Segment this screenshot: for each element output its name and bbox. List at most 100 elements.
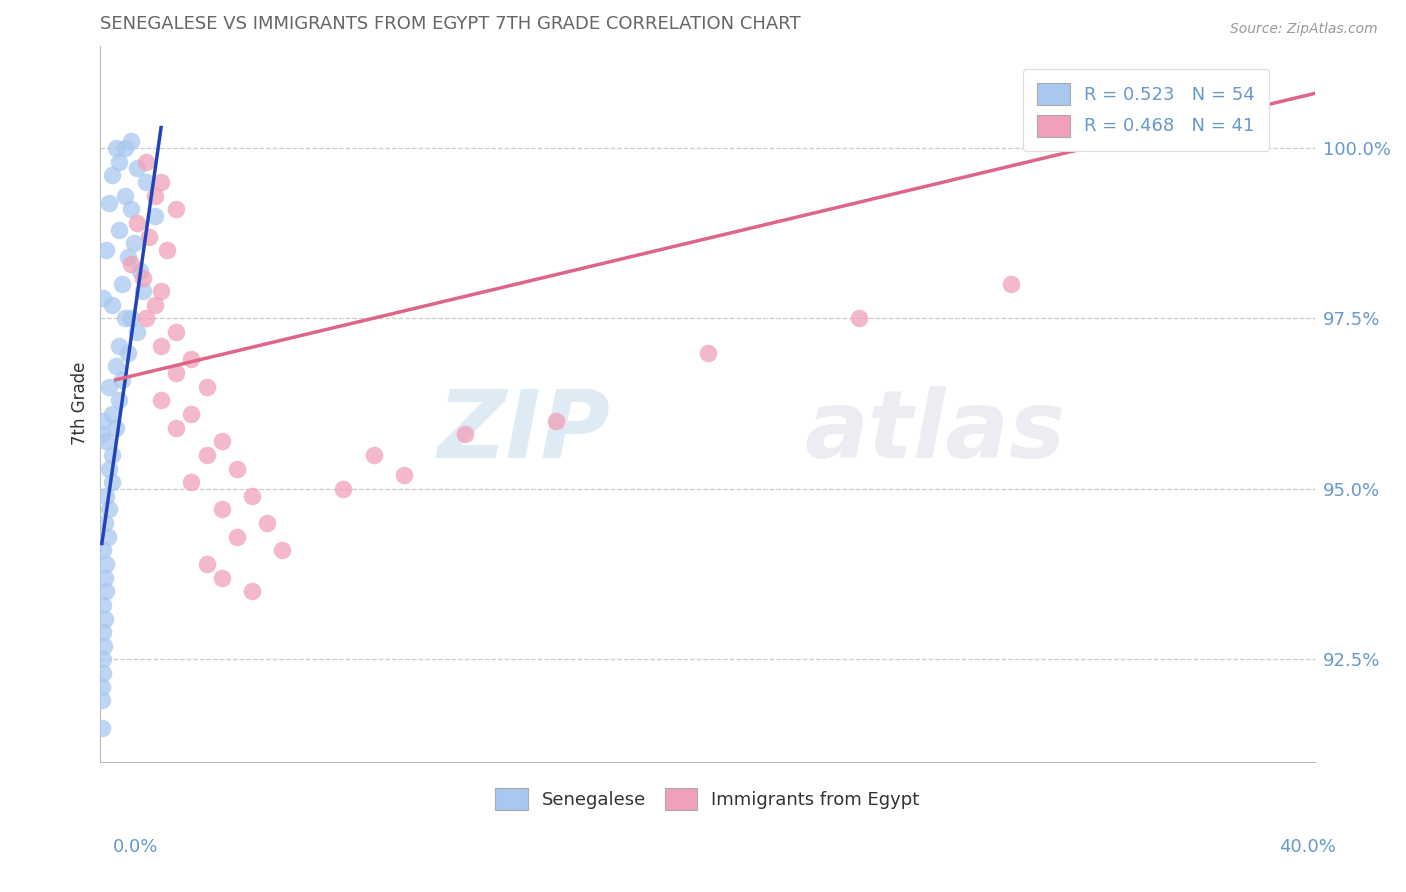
Point (132, 284, 155, 298)
Point (114, 141, 136, 155)
Point (165, 366, 187, 380)
Point (1000, 277, 1022, 292)
Legend: Senegalese, Immigrants from Egypt: Senegalese, Immigrants from Egypt (488, 780, 927, 817)
Point (150, 393, 173, 408)
Point (1212, 120, 1234, 135)
Point (93, 598, 115, 612)
Point (110, 277, 132, 292)
Point (110, 373, 132, 387)
Point (156, 244, 179, 258)
Point (143, 188, 166, 202)
Point (135, 175, 157, 189)
Point (91, 666, 114, 681)
Point (211, 434, 233, 449)
Point (125, 161, 148, 176)
Point (120, 311, 142, 326)
Point (101, 475, 124, 490)
Point (165, 325, 187, 339)
Point (93, 291, 115, 305)
Point (98, 195, 121, 210)
Point (98, 461, 121, 475)
Point (226, 461, 249, 475)
Point (97, 530, 120, 544)
Point (135, 311, 157, 326)
Point (90, 427, 112, 442)
Point (94, 611, 117, 625)
Point (180, 352, 202, 367)
Point (114, 188, 136, 202)
Text: 0.0%: 0.0% (112, 838, 157, 856)
Point (120, 257, 142, 271)
Point (96, 434, 118, 449)
Point (195, 448, 218, 462)
Point (128, 264, 150, 278)
Point (101, 298, 124, 312)
Point (96, 557, 118, 571)
Point (240, 584, 263, 599)
Point (117, 250, 139, 264)
Point (96, 584, 118, 599)
Y-axis label: 7th Grade: 7th Grade (72, 362, 89, 445)
Point (150, 339, 173, 353)
Point (93, 639, 115, 653)
Point (104, 420, 127, 434)
Point (696, 345, 718, 359)
Point (226, 530, 249, 544)
Point (90, 721, 112, 735)
Point (98, 379, 121, 393)
Point (122, 236, 145, 251)
Point (165, 202, 187, 217)
Point (240, 489, 263, 503)
Point (143, 298, 166, 312)
Point (107, 223, 129, 237)
Point (544, 414, 567, 428)
Point (101, 407, 124, 421)
Point (453, 427, 475, 442)
Point (94, 516, 117, 530)
Text: atlas: atlas (804, 386, 1066, 478)
Point (91, 625, 114, 640)
Point (98, 502, 121, 516)
Point (101, 168, 124, 182)
Point (101, 448, 124, 462)
Text: ZIP: ZIP (437, 386, 610, 478)
Point (104, 359, 127, 374)
Text: SENEGALESE VS IMMIGRANTS FROM EGYPT 7TH GRADE CORRELATION CHART: SENEGALESE VS IMMIGRANTS FROM EGYPT 7TH … (100, 15, 801, 33)
Point (256, 516, 278, 530)
Point (104, 141, 127, 155)
Point (125, 216, 148, 230)
Point (93, 543, 115, 558)
Point (91, 414, 114, 428)
Point (96, 489, 118, 503)
Point (150, 284, 173, 298)
Point (120, 202, 142, 217)
Point (90, 693, 112, 707)
Point (150, 175, 173, 189)
Point (195, 557, 218, 571)
Point (107, 339, 129, 353)
Point (91, 680, 114, 694)
Point (211, 571, 233, 585)
Point (143, 209, 166, 223)
Point (94, 571, 117, 585)
Text: Source: ZipAtlas.com: Source: ZipAtlas.com (1230, 22, 1378, 37)
Point (107, 393, 129, 408)
Point (135, 154, 157, 169)
Point (363, 448, 385, 462)
Text: 40.0%: 40.0% (1279, 838, 1336, 856)
Point (93, 652, 115, 666)
Point (180, 475, 202, 490)
Point (138, 229, 160, 244)
Point (114, 311, 136, 326)
Point (195, 379, 218, 393)
Point (271, 543, 294, 558)
Point (96, 244, 118, 258)
Point (117, 345, 139, 359)
Point (165, 420, 187, 434)
Point (332, 482, 354, 496)
Point (180, 407, 202, 421)
Point (392, 468, 415, 483)
Point (120, 134, 142, 148)
Point (132, 270, 155, 285)
Point (107, 154, 129, 169)
